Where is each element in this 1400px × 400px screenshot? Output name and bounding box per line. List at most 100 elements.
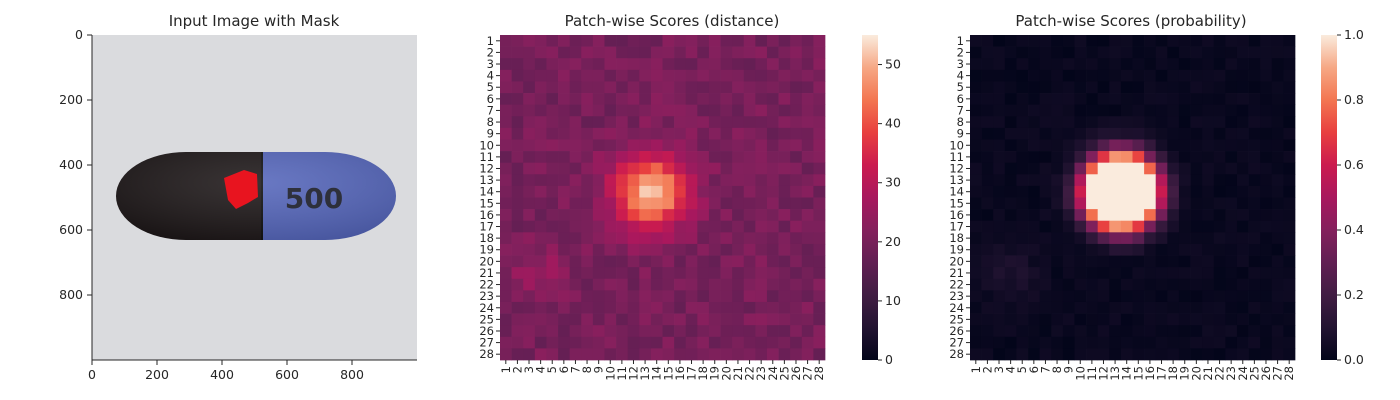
heatmap-cell: [546, 46, 559, 59]
heatmap-col-label: 24: [1236, 366, 1250, 381]
colorbar-tick-label: 20: [885, 234, 901, 249]
heatmap-cell: [766, 348, 779, 361]
heatmap-cell: [534, 185, 547, 198]
heatmap-cell: [1167, 243, 1180, 256]
heatmap-cell: [697, 313, 710, 326]
heatmap-cell: [1271, 278, 1284, 291]
heatmap-cell: [500, 278, 512, 291]
heatmap-cell: [1283, 220, 1296, 233]
heatmap-cell: [1144, 69, 1157, 82]
heatmap-cell: [801, 116, 814, 129]
heatmap-cell: [1097, 197, 1110, 210]
heatmap-cell: [1051, 278, 1064, 291]
heatmap-cell: [1167, 220, 1180, 233]
heatmap-cell: [534, 290, 547, 303]
heatmap-cell: [685, 116, 698, 129]
heatmap-cell: [1190, 313, 1203, 326]
heatmap-cell: [1144, 313, 1157, 326]
heatmap-cell: [970, 243, 982, 256]
heatmap-cell: [732, 46, 745, 59]
heatmap-cell: [1271, 255, 1284, 268]
heatmap-cell: [558, 290, 570, 303]
heatmap-cell: [569, 185, 582, 198]
heatmap-cell: [1260, 348, 1273, 361]
heatmap-cell: [1248, 348, 1261, 361]
heatmap-cell: [1213, 290, 1226, 303]
heatmap-cell: [708, 58, 721, 71]
colorbar-tick-label: 0.2: [1344, 287, 1364, 302]
heatmap-cell: [523, 290, 536, 303]
heatmap-cell: [511, 243, 524, 256]
heatmap-cell: [970, 81, 982, 94]
heatmap-cell: [604, 104, 617, 117]
heatmap-cell: [534, 35, 547, 47]
heatmap-cell: [581, 220, 594, 233]
heatmap-cell: [732, 35, 745, 47]
heatmap-cell: [1213, 116, 1226, 129]
heatmap-cell: [1074, 336, 1087, 349]
heatmap-cell: [1271, 139, 1284, 152]
heatmap-cell: [662, 313, 675, 326]
heatmap-cell: [1097, 255, 1110, 268]
heatmap-cell: [500, 348, 512, 361]
heatmap-cell: [534, 348, 547, 361]
heatmap-cell: [1062, 313, 1075, 326]
heatmap-cell: [616, 127, 629, 140]
heatmap-cell: [1039, 116, 1052, 129]
heatmap-cell: [801, 58, 814, 71]
heatmap-cell: [801, 255, 814, 268]
heatmap-cell: [558, 267, 570, 280]
heatmap-cell: [627, 348, 640, 361]
heatmap-cell: [546, 336, 559, 349]
heatmap-cell: [1213, 151, 1226, 164]
heatmap-cell: [1086, 220, 1099, 233]
heatmap-cell: [1248, 185, 1261, 198]
heatmap-cell: [592, 174, 605, 187]
heatmap-row-label: 25: [949, 312, 964, 326]
heatmap-cell: [639, 348, 652, 361]
heatmap-cell: [662, 325, 675, 338]
heatmap-cell: [1202, 104, 1215, 117]
heatmap-cell: [970, 46, 982, 59]
heatmap-cell: [1271, 313, 1284, 326]
heatmap-cell: [1051, 243, 1064, 256]
heatmap-cell: [1074, 243, 1087, 256]
heatmap-col-label: 19: [708, 366, 722, 381]
heatmap-cell: [1074, 197, 1087, 210]
heatmap-cell: [1051, 116, 1064, 129]
heatmap-cell: [1283, 232, 1296, 245]
heatmap-cell: [581, 151, 594, 164]
heatmap-cell: [1236, 35, 1249, 47]
heatmap-cell: [1086, 151, 1099, 164]
heatmap-cell: [813, 301, 826, 314]
heatmap-cell: [1120, 58, 1133, 71]
heatmap-cell: [778, 81, 791, 94]
heatmap-cell: [732, 301, 745, 314]
heatmap-cell: [685, 325, 698, 338]
heatmap-row-label: 21: [949, 266, 964, 280]
heatmap-cell: [801, 348, 814, 361]
heatmap-col-label: 21: [1201, 366, 1215, 381]
heatmap-cell: [674, 197, 687, 210]
heatmap-cell: [970, 174, 982, 187]
heatmap-cell: [592, 336, 605, 349]
heatmap-cell: [685, 185, 698, 198]
heatmap-cell: [1190, 104, 1203, 117]
heatmap-cell: [650, 278, 663, 291]
heatmap-cell: [1178, 255, 1191, 268]
heatmap-cell: [1132, 197, 1145, 210]
heatmap-cell: [1120, 104, 1133, 117]
heatmap-cell: [1016, 348, 1029, 361]
heatmap-cell: [790, 127, 803, 140]
heatmap-cell: [581, 325, 594, 338]
panel1-x-tick-label: 0: [88, 367, 96, 382]
heatmap-cell: [1016, 93, 1029, 105]
heatmap-cell: [1039, 93, 1052, 105]
heatmap-cell: [1260, 290, 1273, 303]
heatmap-cell: [1028, 255, 1040, 268]
heatmap-cell: [1167, 46, 1180, 59]
heatmap-cell: [523, 232, 536, 245]
heatmap-cell: [1271, 325, 1284, 338]
heatmap-cell: [558, 313, 570, 326]
heatmap-cell: [993, 243, 1006, 256]
